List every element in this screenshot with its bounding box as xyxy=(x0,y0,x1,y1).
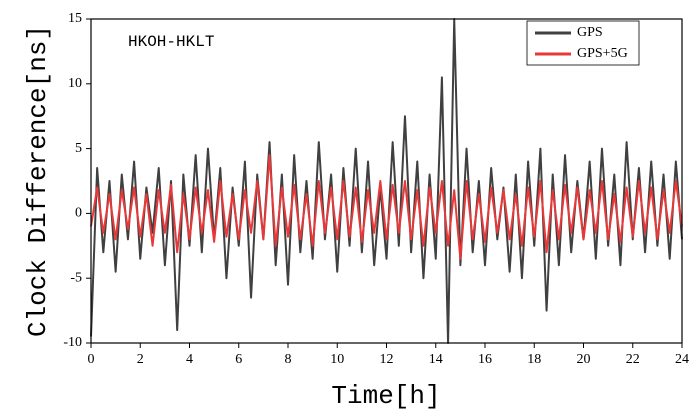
x-tick-label: 22 xyxy=(626,352,640,367)
y-tick-label: 10 xyxy=(68,76,82,91)
x-tick-label: 8 xyxy=(285,352,292,367)
x-tick-label: 20 xyxy=(577,352,591,367)
x-tick-label: 2 xyxy=(137,352,144,367)
x-axis-label: Time[h] xyxy=(331,381,440,411)
x-tick-label: 12 xyxy=(380,352,394,367)
y-axis-label: Clock Difference[ns] xyxy=(23,25,53,337)
y-tick-label: 0 xyxy=(75,206,82,221)
x-tick-label: 14 xyxy=(429,352,443,367)
annotation: HKOH-HKLT xyxy=(128,33,214,51)
x-tick-label: 4 xyxy=(186,352,193,367)
x-tick-label: 16 xyxy=(478,352,492,367)
y-tick-label: 5 xyxy=(75,141,82,156)
plot-frame xyxy=(90,18,683,344)
y-tick-label: 15 xyxy=(68,11,82,26)
legend-label: GPS xyxy=(577,25,603,40)
y-tick-label: -10 xyxy=(63,335,82,350)
legend-label: GPS+5G xyxy=(577,46,628,61)
legend-box xyxy=(526,20,640,66)
y-tick-label: -5 xyxy=(70,270,82,285)
series-line xyxy=(90,154,683,260)
x-tick-label: 10 xyxy=(330,352,344,367)
x-tick-label: 18 xyxy=(527,352,541,367)
x-tick-label: 0 xyxy=(88,352,95,367)
series-line xyxy=(90,18,683,344)
x-tick-label: 24 xyxy=(675,352,689,367)
x-tick-label: 6 xyxy=(235,352,242,367)
